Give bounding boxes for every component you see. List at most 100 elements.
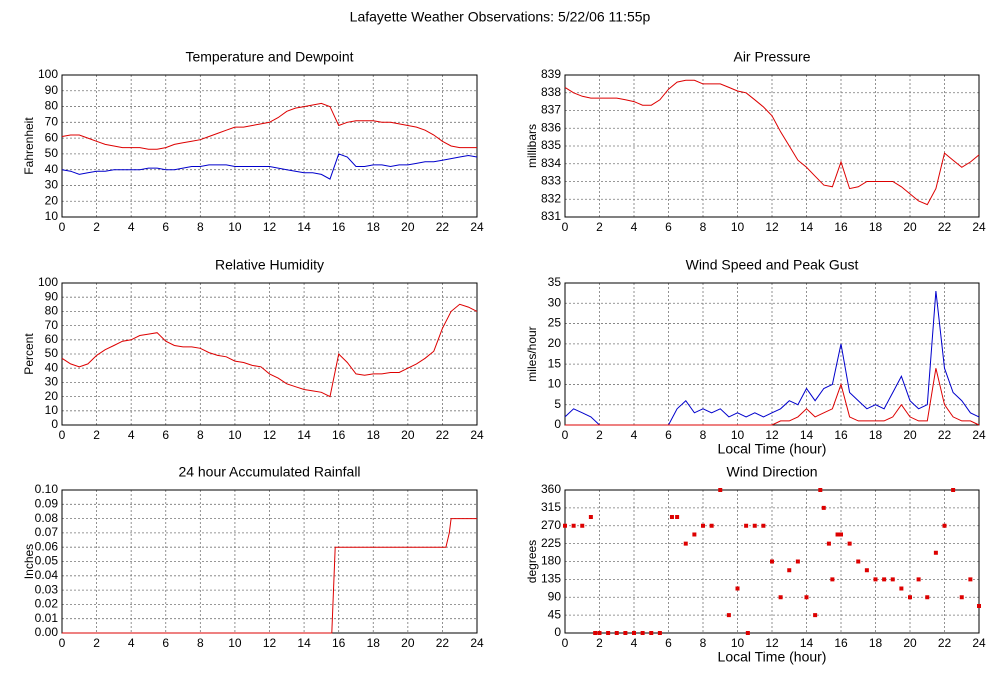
- page-title: Lafayette Weather Observations: 5/22/06 …: [350, 9, 651, 25]
- y-tick-label: 100: [38, 67, 58, 81]
- y-tick-label: 50: [45, 346, 59, 360]
- data-point: [864, 568, 869, 573]
- x-tick-label: 2: [93, 428, 100, 442]
- data-point: [632, 631, 636, 635]
- y-tick-label: 180: [541, 554, 561, 568]
- y-tick-label: 80: [45, 99, 59, 113]
- data-point: [942, 523, 947, 528]
- y-tick-label: 0.03: [35, 582, 59, 596]
- x-tick-label: 6: [665, 636, 672, 650]
- x-tick-label: 8: [197, 428, 204, 442]
- x-tick-label: 0: [59, 428, 66, 442]
- y-tick-label: 832: [541, 191, 561, 205]
- x-tick-label: 12: [263, 428, 277, 442]
- x-tick-label: 4: [631, 636, 638, 650]
- y-tick-label: 90: [45, 289, 59, 303]
- x-tick-label: 0: [59, 636, 66, 650]
- y-tick-label: 5: [554, 397, 561, 411]
- chart-title: Relative Humidity: [215, 257, 324, 273]
- chart-title: Wind Speed and Peak Gust: [686, 257, 859, 273]
- data-point: [847, 541, 852, 546]
- x-tick-label: 22: [938, 428, 952, 442]
- y-axis-label: miles/hour: [525, 326, 539, 381]
- data-point: [835, 532, 840, 537]
- y-tick-label: 10: [548, 377, 562, 391]
- x-tick-label: 20: [903, 220, 917, 234]
- y-tick-label: 25: [548, 316, 562, 330]
- data-line: [61, 153, 478, 180]
- x-tick-label: 0: [562, 636, 569, 650]
- y-tick-label: 839: [541, 67, 561, 81]
- y-tick-label: 70: [45, 318, 59, 332]
- data-point: [813, 613, 818, 618]
- x-tick-label: 10: [731, 636, 745, 650]
- x-tick-label: 16: [834, 636, 848, 650]
- y-axis-label: Percent: [22, 333, 36, 375]
- y-tick-label: 10: [45, 403, 59, 417]
- data-point: [701, 523, 705, 528]
- x-tick-label: 4: [631, 220, 638, 234]
- y-tick-label: 0.08: [35, 511, 59, 525]
- y-tick-label: 35: [548, 275, 562, 289]
- y-tick-label: 40: [45, 162, 59, 176]
- plot-frame: [564, 489, 980, 634]
- x-tick-label: 18: [367, 220, 381, 234]
- plot-frame: [61, 74, 478, 218]
- x-tick-label: 24: [470, 428, 484, 442]
- data-line: [61, 102, 477, 150]
- y-tick-label: 0.00: [35, 625, 59, 639]
- data-point: [744, 523, 749, 528]
- y-tick-label: 0.05: [35, 554, 59, 568]
- x-tick-label: 16: [332, 428, 346, 442]
- y-tick-label: 10: [45, 209, 59, 223]
- x-tick-label: 4: [128, 220, 135, 234]
- data-point: [839, 532, 843, 537]
- x-tick-label: 8: [197, 220, 204, 234]
- y-tick-label: 833: [541, 174, 561, 188]
- x-tick-label: 24: [972, 428, 986, 442]
- y-tick-label: 0.02: [35, 597, 59, 611]
- y-tick-label: 0.06: [35, 539, 59, 553]
- x-tick-label: 24: [972, 636, 986, 650]
- x-tick-label: 12: [765, 220, 779, 234]
- data-point: [916, 577, 921, 582]
- plot-frame: [61, 282, 478, 426]
- y-tick-label: 834: [541, 156, 561, 170]
- x-axis-label: Local Time (hour): [718, 441, 827, 457]
- data-line: [564, 79, 980, 206]
- data-point: [818, 488, 823, 492]
- x-tick-label: 10: [731, 220, 745, 234]
- chart-title: Wind Direction: [726, 464, 817, 480]
- plot-frame: [564, 74, 980, 218]
- data-point: [804, 595, 809, 600]
- y-axis-label: millibars: [525, 124, 539, 168]
- x-tick-label: 16: [834, 428, 848, 442]
- data-point: [683, 541, 688, 546]
- y-tick-label: 836: [541, 120, 561, 134]
- x-tick-label: 8: [197, 636, 204, 650]
- data-point: [830, 577, 835, 582]
- data-point: [745, 631, 750, 635]
- x-tick-label: 6: [665, 220, 672, 234]
- data-point: [675, 515, 680, 520]
- data-point: [709, 523, 714, 528]
- y-tick-label: 225: [541, 536, 561, 550]
- y-tick-label: 100: [38, 275, 58, 289]
- x-tick-label: 8: [700, 636, 707, 650]
- data-point: [692, 532, 697, 537]
- y-tick-label: 45: [548, 607, 562, 621]
- y-tick-label: 90: [45, 83, 59, 97]
- y-axis-label: Inches: [22, 544, 36, 579]
- data-line: [565, 368, 980, 426]
- x-tick-label: 10: [731, 428, 745, 442]
- x-tick-label: 2: [596, 636, 603, 650]
- x-tick-label: 6: [162, 428, 169, 442]
- data-point: [593, 631, 598, 635]
- x-tick-label: 0: [59, 220, 66, 234]
- data-point: [951, 488, 956, 492]
- y-tick-label: 0.09: [35, 496, 59, 510]
- x-tick-label: 8: [700, 428, 707, 442]
- x-tick-label: 10: [228, 428, 242, 442]
- data-point: [778, 595, 783, 600]
- x-tick-label: 22: [938, 636, 952, 650]
